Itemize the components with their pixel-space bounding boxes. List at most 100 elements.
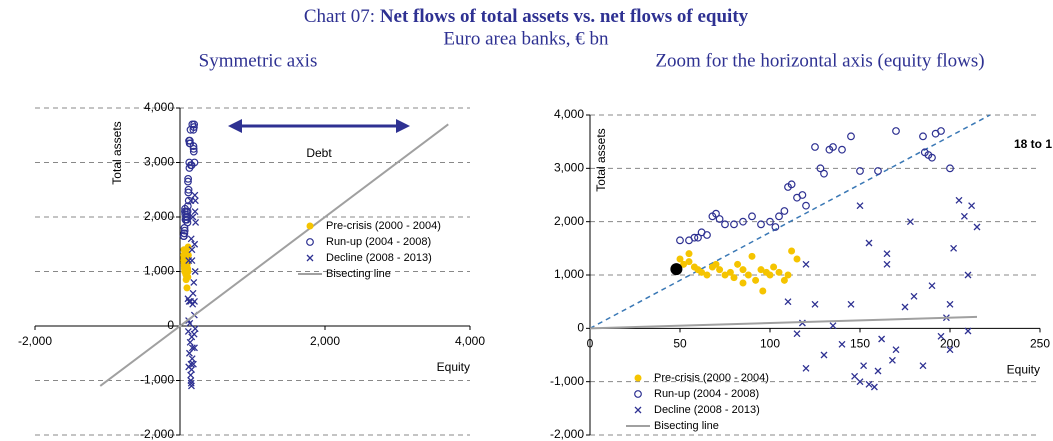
point	[874, 367, 882, 375]
point	[730, 220, 738, 229]
point	[182, 276, 190, 284]
point	[191, 344, 198, 352]
y-tick-label: 3,000	[144, 155, 174, 169]
point	[757, 220, 765, 229]
point	[184, 327, 192, 335]
point	[892, 127, 900, 135]
legend-label: Run-up (2004 - 2008)	[326, 236, 431, 248]
panel-title: Zoom for the horizontal axis (equity flo…	[655, 50, 984, 71]
point	[694, 233, 702, 242]
plot-points	[589, 127, 981, 391]
point	[829, 322, 837, 330]
legend-label: Pre-crisis (2000 - 2004)	[326, 220, 441, 232]
point	[937, 332, 945, 340]
bisecting-line	[589, 315, 978, 330]
legend-label: Pre-crisis (2000 - 2004)	[654, 372, 769, 384]
x-tick-label: 50	[673, 337, 687, 351]
point	[188, 366, 196, 374]
point	[964, 271, 972, 279]
point	[188, 257, 196, 265]
point	[865, 239, 873, 247]
highlight-point	[670, 263, 683, 276]
legend-label: Bisecting line	[654, 420, 719, 432]
x-tick-label: -2,000	[18, 334, 52, 348]
point	[739, 266, 747, 274]
point	[730, 274, 738, 282]
reference-line	[589, 114, 991, 329]
legend-symbol	[634, 406, 642, 414]
point	[185, 136, 194, 145]
point	[183, 284, 191, 292]
point	[180, 232, 188, 240]
legend-symbol	[634, 374, 642, 382]
point	[189, 147, 198, 156]
point	[820, 351, 828, 359]
point	[189, 213, 197, 221]
x-tick-label: 100	[760, 337, 780, 351]
point	[703, 231, 711, 239]
point	[856, 202, 864, 210]
point	[901, 303, 909, 311]
point	[184, 185, 193, 194]
point	[960, 212, 968, 220]
title-prefix: Chart 07:	[304, 6, 375, 27]
point	[892, 346, 900, 354]
point	[780, 276, 788, 284]
point	[190, 123, 198, 131]
point	[188, 344, 196, 352]
point	[703, 271, 711, 279]
y-tick-label: 1,000	[554, 267, 584, 281]
legend-label: Decline (2008 - 2013)	[326, 252, 432, 264]
point	[787, 180, 796, 189]
point	[726, 268, 734, 276]
legend-symbol	[306, 222, 314, 230]
y-tick-label: 1,000	[144, 264, 174, 278]
point	[928, 282, 936, 290]
y-tick-label: 0	[577, 321, 584, 335]
point	[919, 132, 927, 141]
point	[793, 330, 801, 338]
point	[788, 247, 796, 255]
point	[766, 271, 774, 279]
point	[191, 268, 199, 275]
point	[919, 362, 927, 370]
point	[946, 346, 954, 354]
y-tick-label: 4,000	[144, 100, 174, 114]
point	[865, 380, 873, 388]
point	[748, 252, 756, 260]
legend-symbol	[306, 254, 314, 262]
point	[185, 257, 193, 265]
point	[715, 215, 724, 223]
point	[187, 382, 195, 390]
point	[950, 244, 958, 252]
point	[906, 218, 914, 226]
bisecting-line	[99, 123, 449, 387]
y-tick-label: 2,000	[554, 214, 584, 228]
point	[946, 164, 954, 173]
y-tick-label: -2,000	[550, 427, 584, 441]
point	[757, 266, 765, 274]
point	[183, 207, 192, 216]
point	[189, 142, 198, 151]
point	[838, 340, 846, 348]
point	[920, 148, 929, 157]
point	[798, 191, 807, 199]
point	[771, 223, 780, 231]
point	[721, 220, 729, 229]
point	[685, 250, 693, 258]
point	[685, 258, 693, 266]
point	[190, 158, 199, 167]
point	[802, 364, 810, 372]
y-tick-label: 2,000	[144, 209, 174, 223]
point	[847, 132, 855, 141]
point	[189, 125, 198, 134]
point	[851, 372, 859, 380]
point	[856, 167, 864, 175]
point	[191, 191, 199, 199]
point	[680, 260, 688, 268]
x-tick-label: 2,000	[310, 334, 340, 348]
point	[739, 279, 747, 287]
point	[186, 338, 194, 346]
point	[180, 246, 188, 254]
